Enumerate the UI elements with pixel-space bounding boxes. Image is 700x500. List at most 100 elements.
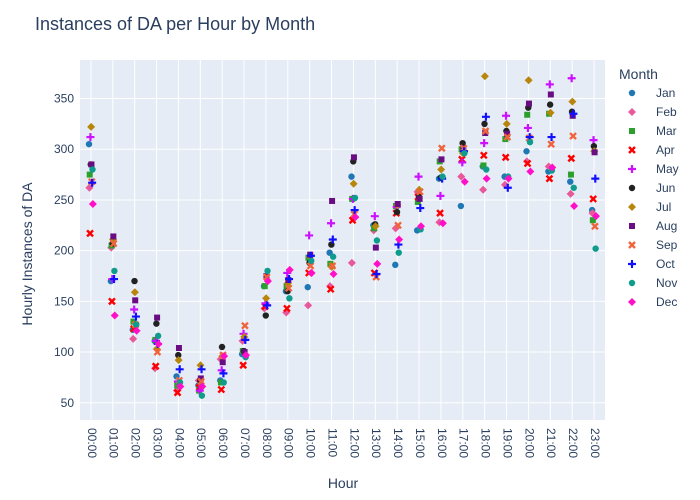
x-tick-label: 22:00 — [566, 428, 580, 458]
data-point — [218, 343, 226, 351]
data-point — [479, 151, 488, 160]
data-point — [86, 229, 94, 238]
data-point — [241, 349, 248, 356]
legend-item-jun[interactable]: Jun — [628, 181, 676, 195]
data-point — [392, 261, 399, 269]
legend[interactable]: Jan Feb Mar Apr May Jun Jul Aug Sep Oct Nov Dec — [628, 86, 679, 309]
data-point — [175, 365, 184, 374]
legend-label: Dec — [656, 295, 677, 309]
data-point — [589, 136, 598, 145]
data-point — [88, 200, 97, 208]
data-point — [526, 138, 534, 146]
x-tick-label: 05:00 — [194, 428, 208, 458]
legend-item-oct[interactable]: Oct — [628, 257, 675, 271]
data-point — [414, 172, 423, 181]
data-point — [197, 377, 206, 386]
data-point — [110, 275, 119, 284]
data-point — [327, 219, 336, 228]
x-axis-ticks: 00:00 01:00 02:00 03:00 04:00 05:00 06:00 07:00… — [85, 428, 602, 458]
data-point — [307, 268, 316, 277]
data-point — [305, 231, 314, 240]
data-point — [350, 206, 359, 215]
y-tick-label: 250 — [54, 193, 74, 207]
data-point — [286, 295, 293, 302]
legend-marker — [628, 241, 636, 249]
data-point — [86, 133, 95, 142]
x-tick-label: 08:00 — [260, 428, 274, 458]
legend-item-sep[interactable]: Sep — [628, 238, 678, 252]
data-point — [219, 369, 228, 378]
x-tick-label: 11:00 — [325, 428, 339, 457]
legend-marker — [628, 260, 636, 268]
data-point — [174, 382, 181, 389]
legend-item-aug[interactable]: Aug — [629, 219, 677, 233]
data-point — [547, 133, 556, 142]
plot-area — [80, 60, 605, 420]
data-point — [110, 233, 117, 240]
data-point — [569, 109, 578, 118]
data-point — [241, 351, 250, 360]
legend-marker — [628, 146, 636, 154]
data-point — [197, 375, 204, 382]
x-tick-label: 15:00 — [413, 428, 427, 458]
legend-item-apr[interactable]: Apr — [628, 143, 675, 157]
legend-item-jul[interactable]: Jul — [628, 200, 671, 214]
x-tick-label: 16:00 — [435, 428, 449, 458]
legend-marker — [628, 298, 636, 306]
legend-marker — [628, 203, 636, 211]
data-point — [414, 198, 421, 205]
data-point — [416, 187, 424, 196]
data-point — [88, 161, 95, 168]
chart-title: Instances of DA per Hour by Month — [35, 14, 315, 34]
x-tick-label: 10:00 — [304, 428, 318, 458]
legend-marker — [628, 108, 636, 116]
data-point — [591, 222, 599, 231]
legend-label: Nov — [656, 276, 677, 290]
x-tick-label: 01:00 — [107, 428, 121, 458]
data-point — [548, 163, 557, 172]
legend-label: Apr — [656, 143, 675, 157]
data-point — [589, 217, 596, 224]
data-point — [480, 139, 489, 148]
data-point — [567, 74, 576, 83]
data-point — [525, 100, 532, 107]
data-point — [285, 275, 294, 284]
legend-marker — [628, 184, 636, 192]
legend-item-dec[interactable]: Dec — [628, 295, 677, 309]
data-point — [304, 283, 311, 291]
data-point — [545, 174, 554, 183]
data-point — [328, 235, 337, 244]
data-point — [132, 326, 141, 335]
legend-item-nov[interactable]: Nov — [628, 276, 678, 290]
legend-item-jan[interactable]: Jan — [628, 86, 676, 100]
data-point — [198, 392, 206, 399]
data-point — [348, 173, 355, 180]
data-point — [523, 159, 532, 168]
data-point — [438, 219, 447, 228]
data-point — [458, 158, 467, 167]
data-point — [87, 122, 96, 131]
data-point — [329, 197, 336, 204]
data-point — [197, 365, 206, 374]
data-point — [393, 208, 401, 216]
data-point — [308, 257, 315, 264]
legend-item-feb[interactable]: Feb — [628, 105, 677, 119]
data-point — [591, 149, 598, 156]
data-point — [570, 184, 577, 191]
data-point — [220, 352, 229, 361]
legend-label: Aug — [656, 219, 677, 233]
legend-item-may[interactable]: May — [628, 162, 679, 176]
data-point — [175, 351, 182, 359]
y-tick-label: 200 — [54, 244, 74, 258]
data-point — [263, 301, 272, 310]
x-tick-label: 00:00 — [85, 428, 99, 458]
legend-item-mar[interactable]: Mar — [629, 124, 677, 138]
data-point — [524, 76, 533, 85]
x-tick-label: 19:00 — [500, 428, 514, 458]
x-tick-label: 12:00 — [347, 428, 361, 458]
series-dec — [88, 163, 600, 391]
data-point — [416, 222, 425, 231]
data-point — [241, 321, 249, 330]
x-tick-label: 02:00 — [129, 428, 143, 458]
legend-marker — [628, 165, 636, 173]
